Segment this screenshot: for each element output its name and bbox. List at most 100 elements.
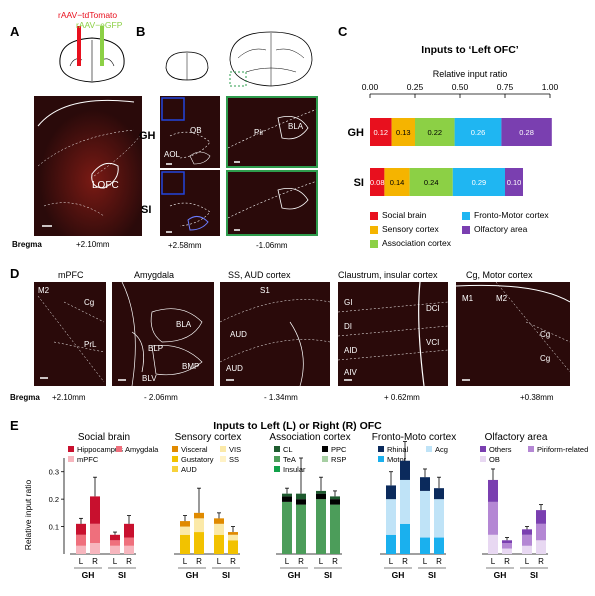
chart-e-bar xyxy=(76,523,86,535)
chart-e-legend-swatch xyxy=(480,446,486,452)
chart-c-data-label: 0.14 xyxy=(390,178,405,187)
panel-label-a: A xyxy=(10,24,20,39)
chart-e-bar xyxy=(90,543,100,554)
chart-c-data-label: 0.29 xyxy=(472,178,487,187)
chart-e-bar xyxy=(488,534,498,554)
d-label-bmp: BMP xyxy=(182,362,200,371)
chart-c-data-label: 0.24 xyxy=(424,178,439,187)
d-title-ss: SS, AUD cortex xyxy=(228,270,291,280)
d-label-aud-d: AUD xyxy=(230,330,247,339)
chart-e-side-label: R xyxy=(538,557,544,566)
chart-e-bar xyxy=(330,499,340,505)
chart-e-bar xyxy=(76,534,86,546)
coord-d-5: +0.38mm xyxy=(520,393,554,402)
lofc-label: LOFC xyxy=(92,180,119,191)
d-label-s1: S1 xyxy=(260,286,270,295)
chart-e-legend-text: Others xyxy=(489,445,512,454)
chart-e-cat-label: GH xyxy=(494,570,507,580)
chart-e-legend-swatch xyxy=(322,456,328,462)
chart-e-bar xyxy=(316,490,326,494)
chart-e-bar xyxy=(488,479,498,502)
chart-e-legend-swatch xyxy=(68,456,74,462)
chart-e-legend-swatch xyxy=(426,446,432,452)
chart-c-data-label: 0.26 xyxy=(471,128,486,137)
chart-e-bar xyxy=(282,496,292,502)
d-label-blv: BLV xyxy=(142,374,157,383)
chart-e-bar xyxy=(316,493,326,500)
chart-e-bar xyxy=(502,543,512,549)
ob-label: OB xyxy=(190,126,202,135)
coord-d-2: - 2.06mm xyxy=(144,393,178,402)
d-label-bla: BLA xyxy=(176,320,192,329)
chart-e-bar xyxy=(214,523,224,535)
chart-e-bar xyxy=(522,545,532,554)
chart-e-bar xyxy=(386,485,396,500)
chart-e-legend-text: Rhinal xyxy=(387,445,409,454)
chart-e-ytick-label: 0.1 xyxy=(49,523,59,532)
chart-e-side-label: L xyxy=(285,557,290,566)
chart-e-bar xyxy=(110,540,120,546)
chart-c-bar xyxy=(454,118,502,146)
micrograph-b-si-left xyxy=(160,170,220,236)
d-title-cg: Cg, Motor cortex xyxy=(466,270,533,280)
d-label-prl: PrL xyxy=(84,340,97,349)
chart-e-legend-swatch xyxy=(322,446,328,452)
chart-e-bar xyxy=(194,518,204,533)
d-title-claustrum: Claustrum, insular cortex xyxy=(338,270,438,280)
chart-e-side-label: L xyxy=(491,557,496,566)
row-label-gh: GH xyxy=(139,130,156,142)
chart-e-bar xyxy=(194,512,204,519)
chart-e-group-title: Association cortex xyxy=(269,432,350,443)
d-label-cg2: Cg xyxy=(540,354,551,363)
virus-green-label: rAAV−eGFP xyxy=(76,20,123,30)
chart-e-bar xyxy=(110,545,120,554)
chart-e-side-label: L xyxy=(319,557,324,566)
chart-c-row-label: SI xyxy=(354,177,364,189)
chart-e-legend-swatch xyxy=(274,456,280,462)
chart-e-legend-text: PPC xyxy=(331,445,347,454)
chart-c-bar xyxy=(415,118,455,146)
bregma-label-d: Bregma xyxy=(10,393,40,402)
chart-e-legend-swatch xyxy=(220,456,226,462)
micrograph-d-amygdala: BLA BLP BMP BLV xyxy=(112,282,214,386)
chart-e-bar xyxy=(386,499,396,535)
chart-e: 0.1 0.2 0.3 Social brain Hippocampus Amygdala… xyxy=(49,432,589,580)
coord-b-right: -1.06mm xyxy=(256,241,288,250)
d-label-cg: Cg xyxy=(84,298,95,307)
chart-e-ytick-label: 0.2 xyxy=(49,495,59,504)
chart-e-legend-swatch xyxy=(172,446,178,452)
chart-e-legend-swatch xyxy=(220,446,226,452)
chart-c-tick-label: 0.25 xyxy=(407,82,424,92)
legend-c-text: Olfactory area xyxy=(474,224,528,234)
chart-e-legend-text: VIS xyxy=(229,445,241,454)
chart-e-legend-text: Piriform-related xyxy=(537,445,588,454)
chart-e-legend-text: TeA xyxy=(283,455,296,464)
chart-e-side-label: R xyxy=(230,557,236,566)
legend-c-item: Fronto-Motor cortex xyxy=(462,210,549,220)
brain-schematic-b-small xyxy=(165,51,209,81)
chart-e-group-title: Sensory cortex xyxy=(175,432,242,443)
chart-e-legend-text: RSP xyxy=(331,455,346,464)
chart-e-legend-swatch xyxy=(480,456,486,462)
micrograph-b-gh-right: Pir BLA xyxy=(226,96,318,168)
chart-e-bar xyxy=(400,460,410,480)
chart-e-legend-text: Motor xyxy=(387,455,407,464)
panel-label-e: E xyxy=(10,418,19,433)
d-label-m1: M1 xyxy=(462,294,474,303)
chart-e-legend-text: Insular xyxy=(283,465,306,474)
chart-e-side-label: L xyxy=(217,557,222,566)
chart-e-bar xyxy=(502,548,512,554)
chart-c: 0.00 0.25 0.50 0.75 1.00 GH 0.12 0.13 0.22 0.26 0.… xyxy=(348,82,559,196)
chart-e-cat-label: GH xyxy=(82,570,95,580)
chart-e-bar xyxy=(124,545,134,554)
chart-e-bar xyxy=(124,537,134,546)
micrograph-d-ss: S1 AUD AUD xyxy=(220,282,330,386)
chart-c-bar xyxy=(452,168,505,196)
legend-c-swatch xyxy=(370,211,378,220)
chart-e-side-label: L xyxy=(423,557,428,566)
chart-e-bar xyxy=(330,496,340,500)
bregma-label-a: Bregma xyxy=(12,240,42,249)
micrograph-d-claustrum: GI DI AID AIV DCI VCI xyxy=(338,282,448,386)
panel-label-c: C xyxy=(338,24,348,39)
chart-e-side-label: R xyxy=(332,557,338,566)
